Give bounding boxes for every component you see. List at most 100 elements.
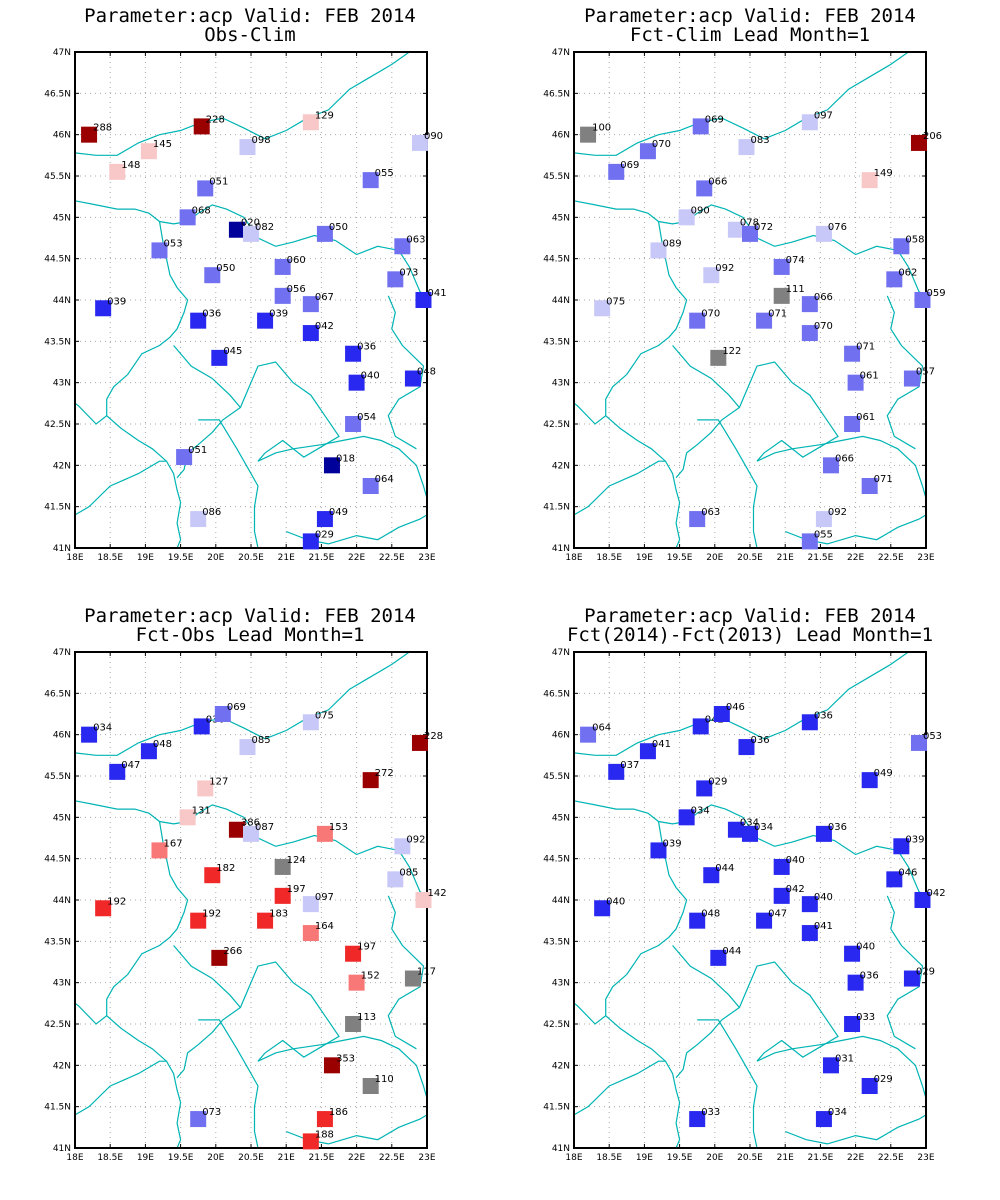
x-tick-label: 18E (66, 1153, 83, 1163)
y-tick-label: 45N (552, 813, 570, 823)
station-marker (703, 267, 720, 284)
station-value-label: 142 (427, 888, 446, 899)
station-marker (910, 134, 927, 151)
x-tick-label: 21E (278, 553, 295, 563)
station-marker (387, 871, 404, 888)
station-marker (844, 416, 861, 432)
station-value-label: 056 (287, 284, 306, 295)
panel-title-line2: Fct-Clim Lead Month=1 (630, 24, 870, 46)
station-value-label: 066 (835, 453, 854, 464)
station-value-label: 164 (315, 921, 334, 932)
x-tick-label: 22.5E (379, 1153, 405, 1163)
map-panel-4: Parameter:acp Valid: FEB 2014Fct(2014)-F… (543, 605, 945, 1163)
border-line (886, 895, 924, 1050)
border-line (387, 895, 425, 1050)
station-value-label: 029 (916, 967, 935, 978)
station-marker (580, 726, 597, 743)
station-value-label: 090 (691, 205, 710, 216)
station-value-label: 085 (399, 867, 418, 878)
x-tick-label: 21.5E (309, 1153, 335, 1163)
station-marker (689, 511, 706, 528)
border-line (756, 435, 927, 499)
station-value-label: 192 (202, 909, 221, 920)
station-value-label: 058 (905, 234, 924, 245)
panel-title-line2: Obs-Clim (204, 24, 296, 46)
border-line (74, 51, 410, 156)
station-value-label: 042 (786, 884, 805, 895)
y-tick-label: 46.5N (543, 89, 570, 99)
station-marker (727, 821, 744, 838)
y-tick-label: 43.5N (44, 937, 71, 947)
station-marker (608, 763, 625, 780)
station-value-label: 075 (606, 296, 625, 307)
border-line (74, 651, 410, 756)
panel-title-line2: Fct(2014)-Fct(2013) Lead Month=1 (567, 624, 933, 646)
border-line (573, 821, 688, 1025)
border-line (387, 295, 425, 450)
y-tick-label: 45.5N (543, 772, 570, 782)
x-tick-label: 21E (278, 1153, 295, 1163)
station-marker (801, 896, 818, 913)
station-value-label: 188 (315, 1129, 334, 1140)
grid-lines (75, 52, 427, 548)
station-marker (316, 825, 333, 842)
x-tick-label: 18E (66, 553, 83, 563)
station-marker (81, 726, 98, 743)
station-value-label: 047 (121, 760, 140, 771)
station-marker (323, 457, 340, 474)
station-marker (742, 225, 758, 242)
station-value-label: 111 (786, 284, 805, 295)
station-marker (179, 209, 196, 226)
station-value-label: 085 (251, 735, 270, 746)
station-value-label: 048 (153, 739, 172, 750)
station-value-label: 061 (860, 371, 879, 382)
station-marker (204, 867, 221, 884)
station-marker (228, 821, 245, 838)
y-tick-label: 44.5N (44, 255, 71, 265)
station-marker (316, 225, 333, 242)
x-tick-label: 19E (137, 1153, 154, 1163)
border-line (738, 961, 839, 1062)
y-tick-label: 43.5N (44, 337, 71, 347)
station-value-label: 020 (241, 218, 260, 229)
border-line (257, 435, 428, 499)
x-tick-label: 18E (565, 553, 582, 563)
x-tick-label: 23E (917, 553, 934, 563)
station-value-label: 070 (652, 139, 671, 150)
x-tick-label: 18E (565, 1153, 582, 1163)
station-value-label: 063 (701, 507, 720, 518)
y-tick-label: 46N (53, 731, 71, 741)
y-tick-label: 41.5N (44, 1103, 71, 1113)
station-value-label: 082 (255, 222, 274, 233)
x-tick-label: 20E (706, 553, 723, 563)
station-marker (404, 970, 421, 987)
station-marker (696, 180, 713, 197)
station-value-label: 153 (329, 822, 348, 833)
station-marker (95, 900, 112, 917)
station-value-label: 039 (269, 309, 288, 320)
station-marker (323, 1057, 340, 1074)
station-value-label: 152 (361, 971, 380, 982)
station-value-label: 071 (874, 474, 893, 485)
station-marker (861, 478, 878, 494)
y-tick-label: 44N (53, 296, 71, 306)
station-marker (678, 209, 695, 226)
station-marker (176, 449, 193, 466)
station-marker (893, 838, 910, 855)
station-value-label: 197 (357, 942, 376, 953)
y-tick-label: 43.5N (543, 937, 570, 947)
x-tick-label: 19E (137, 553, 154, 563)
border-line (573, 221, 688, 425)
station-value-label: 110 (375, 1074, 394, 1085)
station-marker (239, 139, 256, 156)
station-value-label: 122 (722, 346, 741, 357)
station-value-label: 149 (874, 168, 893, 179)
x-tick-label: 20E (706, 1153, 723, 1163)
station-value-label: 033 (856, 1012, 875, 1023)
station-value-label: 067 (315, 292, 334, 303)
station-value-label: 053 (163, 238, 182, 249)
station-value-label: 039 (662, 838, 681, 849)
y-tick-label: 41N (552, 1144, 570, 1154)
station-value-label: 034 (691, 805, 710, 816)
